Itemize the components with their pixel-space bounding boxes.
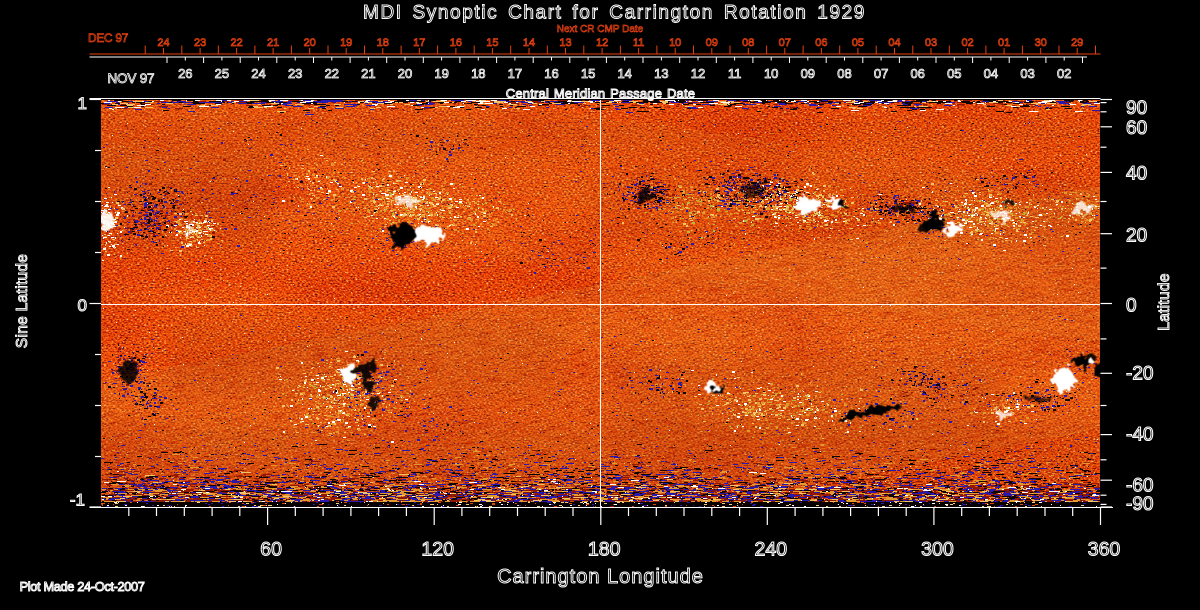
svg-text:10: 10 [764,66,778,81]
svg-text:06: 06 [910,66,924,81]
svg-text:10: 10 [669,37,681,49]
svg-text:1: 1 [78,94,87,113]
svg-text:16: 16 [450,37,462,49]
svg-text:180: 180 [588,539,621,561]
svg-text:18: 18 [377,37,389,49]
svg-text:11: 11 [633,37,644,49]
svg-text:23: 23 [288,66,302,81]
svg-text:300: 300 [921,539,954,561]
svg-text:04: 04 [984,66,998,81]
svg-text:Central Meridian Passage Date: Central Meridian Passage Date [506,86,695,101]
svg-text:17: 17 [508,66,522,81]
svg-text:Plot Made 24-Oct-2007: Plot Made 24-Oct-2007 [20,579,145,594]
svg-text:23: 23 [194,37,206,49]
svg-text:13: 13 [654,66,668,81]
svg-text:12: 12 [596,37,608,49]
svg-text:Carrington Longitude: Carrington Longitude [497,566,704,588]
svg-text:19: 19 [434,66,448,81]
svg-text:90: 90 [1126,98,1147,119]
svg-text:14: 14 [523,37,535,49]
svg-text:Next CR CMP Date: Next CR CMP Date [557,24,644,35]
svg-text:0: 0 [78,296,87,315]
svg-text:-1: -1 [70,491,85,510]
svg-text:120: 120 [421,539,454,561]
svg-text:01: 01 [998,37,1010,49]
svg-text:17: 17 [413,37,425,49]
svg-text:22: 22 [230,37,242,49]
svg-text:24: 24 [157,37,169,49]
svg-text:02: 02 [961,37,973,49]
svg-text:21: 21 [361,66,375,81]
svg-text:-20: -20 [1126,364,1153,385]
svg-text:07: 07 [874,66,888,81]
svg-text:22: 22 [325,66,339,81]
svg-text:25: 25 [215,66,229,81]
svg-text:15: 15 [486,37,498,49]
svg-text:05: 05 [947,66,961,81]
svg-text:13: 13 [559,37,571,49]
svg-text:20: 20 [304,37,316,49]
svg-text:-60: -60 [1126,476,1153,497]
svg-text:60: 60 [1126,118,1147,139]
svg-text:Sine Latitude: Sine Latitude [14,254,31,348]
svg-text:NOV 97: NOV 97 [108,71,155,86]
svg-text:09: 09 [801,66,815,81]
svg-text:MDI Synoptic Chart for Carring: MDI Synoptic Chart for Carrington Rotati… [363,3,866,24]
svg-text:06: 06 [815,37,827,49]
svg-text:11: 11 [728,66,742,81]
svg-text:03: 03 [925,37,937,49]
svg-text:20: 20 [398,66,412,81]
svg-text:360: 360 [1088,539,1121,561]
svg-text:08: 08 [837,66,851,81]
svg-text:60: 60 [260,539,282,561]
svg-text:DEC 97: DEC 97 [88,31,128,45]
svg-text:20: 20 [1126,226,1147,247]
svg-text:21: 21 [267,37,279,49]
svg-text:12: 12 [691,66,705,81]
svg-text:24: 24 [251,66,265,81]
svg-text:29: 29 [1071,37,1083,49]
svg-text:26: 26 [178,66,192,81]
svg-text:30: 30 [1035,37,1047,49]
svg-text:05: 05 [852,37,864,49]
svg-text:-90: -90 [1126,494,1153,515]
svg-text:14: 14 [617,66,631,81]
svg-text:Latitude: Latitude [1156,273,1173,331]
svg-text:18: 18 [471,66,485,81]
svg-text:15: 15 [581,66,595,81]
svg-text:-40: -40 [1126,425,1153,446]
svg-text:09: 09 [706,37,718,49]
svg-text:19: 19 [340,37,352,49]
svg-text:03: 03 [1020,66,1034,81]
svg-text:16: 16 [544,66,558,81]
svg-text:07: 07 [779,37,791,49]
svg-text:40: 40 [1126,164,1147,185]
svg-text:240: 240 [755,539,788,561]
svg-text:02: 02 [1057,66,1071,81]
svg-text:08: 08 [742,37,754,49]
svg-text:0: 0 [1126,296,1137,317]
svg-text:04: 04 [888,37,900,49]
